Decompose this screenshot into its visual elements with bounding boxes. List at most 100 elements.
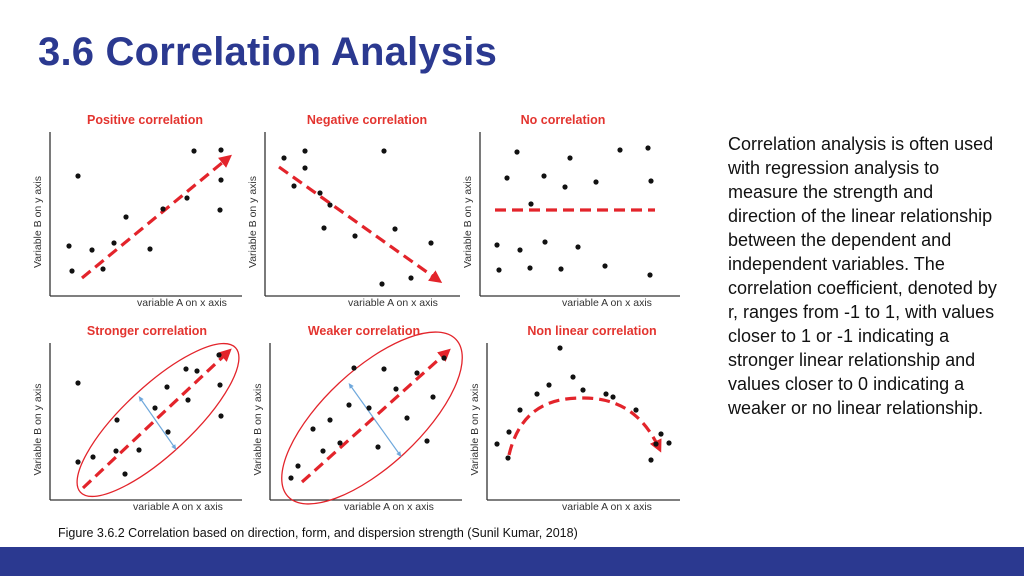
trend-line — [80, 154, 232, 280]
data-point — [645, 145, 651, 151]
data-point — [505, 455, 511, 461]
data-point — [602, 263, 608, 269]
x-axis-label: variable A on x axis — [562, 297, 652, 309]
data-point — [562, 184, 568, 190]
data-point — [517, 407, 523, 413]
data-point — [122, 471, 128, 477]
data-point — [648, 457, 654, 463]
data-point — [89, 247, 95, 253]
y-axis-label: Variable B on y axis — [252, 383, 264, 475]
data-point — [392, 226, 398, 232]
data-point — [317, 190, 323, 196]
data-point — [546, 382, 552, 388]
data-point — [281, 155, 287, 161]
data-point — [653, 441, 659, 447]
data-point — [183, 366, 189, 372]
y-axis-label: Variable B on y axis — [32, 383, 44, 475]
data-point — [310, 426, 316, 432]
data-point — [496, 267, 502, 273]
data-point — [320, 448, 326, 454]
data-point — [69, 268, 75, 274]
data-point — [184, 195, 190, 201]
data-point — [541, 173, 547, 179]
data-point — [617, 147, 623, 153]
trend-curve — [507, 396, 662, 456]
data-point — [321, 225, 327, 231]
panel-2: Negative correlation variable A on x axis… — [247, 113, 460, 309]
data-point — [218, 147, 224, 153]
data-point — [666, 440, 672, 446]
data-point — [217, 207, 223, 213]
slide-title: 3.6 Correlation Analysis — [38, 30, 498, 74]
panel-5: Weaker correlation variable A on x axis Va… — [252, 324, 463, 513]
data-point — [327, 202, 333, 208]
data-point — [75, 380, 81, 386]
data-point — [424, 438, 430, 444]
panel-1: Positive correlation variable A on x axis… — [32, 113, 242, 309]
data-point — [337, 440, 343, 446]
data-point — [593, 179, 599, 185]
data-point — [295, 463, 301, 469]
data-point — [327, 417, 333, 423]
correlation-ellipse — [281, 331, 463, 505]
data-point — [658, 431, 664, 437]
data-point — [557, 345, 563, 351]
data-point — [610, 394, 616, 400]
data-point — [404, 415, 410, 421]
footer-bar — [0, 547, 1024, 576]
data-point — [633, 407, 639, 413]
data-point — [351, 365, 357, 371]
y-axis-label: Variable B on y axis — [469, 383, 481, 475]
data-point — [504, 175, 510, 181]
data-point — [506, 429, 512, 435]
data-point — [517, 247, 523, 253]
data-point — [570, 374, 576, 380]
correlation-ellipse — [76, 342, 240, 498]
y-axis-label: Variable B on y axis — [247, 176, 259, 268]
x-axis-label: variable A on x axis — [348, 297, 438, 309]
data-point — [123, 214, 129, 220]
data-point — [194, 368, 200, 374]
data-point — [414, 370, 420, 376]
figure-caption: Figure 3.6.2 Correlation based on direct… — [58, 526, 578, 540]
panel-title: Non linear correlation — [527, 324, 656, 338]
data-point — [136, 447, 142, 453]
data-point — [408, 275, 414, 281]
data-point — [428, 240, 434, 246]
data-point — [66, 243, 72, 249]
data-point — [567, 155, 573, 161]
data-point — [191, 148, 197, 154]
data-point — [90, 454, 96, 460]
data-point — [302, 165, 308, 171]
data-point — [288, 475, 294, 481]
data-point — [160, 206, 166, 212]
data-point — [164, 384, 170, 390]
data-point — [375, 444, 381, 450]
panel-title: Negative correlation — [307, 113, 427, 127]
data-point — [100, 266, 106, 272]
data-point — [216, 352, 222, 358]
data-point — [494, 242, 500, 248]
data-point — [430, 394, 436, 400]
data-point — [381, 148, 387, 154]
data-point — [575, 244, 581, 250]
trend-line — [300, 348, 451, 484]
x-axis-label: variable A on x axis — [344, 501, 434, 513]
data-point — [366, 405, 372, 411]
data-point — [393, 386, 399, 392]
body-text: Correlation analysis is often used with … — [728, 134, 997, 418]
data-point — [381, 366, 387, 372]
data-point — [147, 246, 153, 252]
data-point — [218, 177, 224, 183]
data-point — [527, 265, 533, 271]
x-axis-label: variable A on x axis — [133, 501, 223, 513]
data-point — [528, 201, 534, 207]
data-point — [113, 448, 119, 454]
panel-6: Non linear correlation variable A on x ax… — [469, 324, 680, 513]
x-axis-label: variable A on x axis — [137, 297, 227, 309]
data-point — [648, 178, 654, 184]
data-point — [352, 233, 358, 239]
y-axis-label: Variable B on y axis — [462, 176, 474, 268]
data-point — [114, 417, 120, 423]
data-point — [346, 402, 352, 408]
